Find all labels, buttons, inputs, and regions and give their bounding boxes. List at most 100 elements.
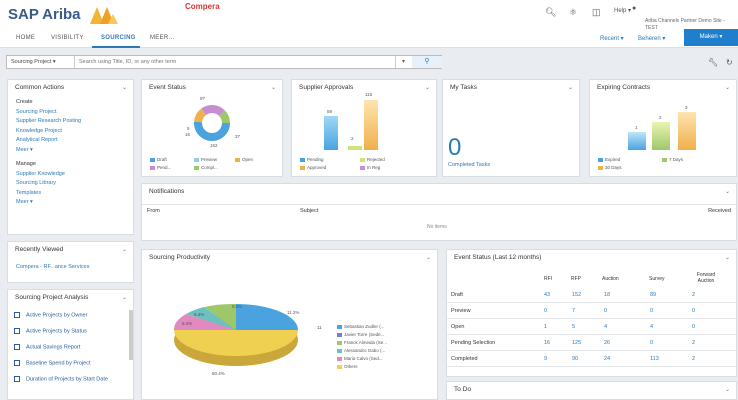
search-options-dropdown[interactable]: ▾ bbox=[395, 56, 411, 68]
analysis-item[interactable]: Active Projects by Owner bbox=[14, 312, 87, 318]
link-manage-more[interactable]: Meer ▾ bbox=[16, 199, 33, 205]
search-button[interactable]: ⚲ bbox=[412, 56, 442, 68]
clipboard-icon[interactable]: ◫ bbox=[592, 7, 601, 17]
recently-viewed-title: Recently Viewed bbox=[15, 246, 64, 253]
link-sourcing-library[interactable]: Sourcing Library bbox=[16, 180, 57, 186]
chevron-down-icon[interactable]: ⌄ bbox=[567, 85, 573, 91]
legend-pending: Pending bbox=[300, 157, 324, 162]
chevron-down-icon[interactable]: ⌄ bbox=[121, 247, 127, 253]
analysis-item[interactable]: Baseline Spend by Project bbox=[14, 360, 91, 366]
link-supplier-research-posting[interactable]: Supplier Research Posting bbox=[16, 118, 82, 124]
link-templates[interactable]: Templates bbox=[16, 189, 42, 196]
legend-7-days: 7 Days bbox=[662, 157, 683, 162]
bar-value-rejected: 2 bbox=[351, 136, 354, 141]
ariba-logo-mark-icon bbox=[90, 7, 118, 24]
legend-item: Franck Almeida (Se... bbox=[337, 340, 387, 345]
search-scope-select[interactable]: Sourcing Project ▾ bbox=[7, 56, 75, 68]
bar-value-approved: 115 bbox=[365, 92, 373, 97]
tab-visibility[interactable]: VISIBILITY bbox=[51, 35, 84, 41]
link-supplier-knowledge[interactable]: Supplier Knowledge bbox=[16, 170, 65, 177]
pie-label-4: 11.2% bbox=[287, 310, 300, 315]
chevron-down-icon[interactable]: ⌄ bbox=[424, 85, 430, 91]
col-rfi: RFI bbox=[544, 276, 553, 282]
create-label: Create bbox=[16, 99, 33, 105]
main-nav: HOME VISIBILITY SOURCING MEER... Recent … bbox=[0, 30, 738, 48]
help-menu[interactable]: Help ▾ bbox=[614, 8, 632, 14]
create-button[interactable]: Maken ▾ bbox=[684, 29, 738, 46]
todo-panel: To Do ⌄ bbox=[446, 381, 737, 400]
link-sourcing-project[interactable]: Sourcing Project bbox=[16, 108, 57, 115]
expiring-contracts-title: Expiring Contracts bbox=[597, 84, 651, 91]
wrench-icon[interactable]: 🔧︎ bbox=[708, 58, 719, 67]
bar-pending bbox=[324, 116, 338, 150]
bar-value-7-days: 2 bbox=[659, 115, 662, 120]
search-input[interactable]: Search using Title, ID, or any other ter… bbox=[79, 59, 177, 65]
legend-item: Sebastian Zudler (... bbox=[337, 324, 385, 329]
productivity-title: Sourcing Productivity bbox=[149, 254, 211, 261]
pie-slice-sebastian bbox=[236, 304, 298, 330]
tasks-count[interactable]: 0 bbox=[448, 134, 462, 161]
user-icon[interactable]: ● bbox=[632, 5, 637, 12]
tab-sourcing[interactable]: SOURCING bbox=[101, 35, 136, 41]
sap-ariba-logo: SAP Ariba bbox=[8, 6, 81, 23]
event-status-12m-title: Event Status (Last 12 months) bbox=[454, 254, 542, 261]
notifications-icon[interactable]: ⚛ bbox=[569, 7, 578, 17]
analysis-item[interactable]: Active Projects by Status bbox=[14, 328, 87, 334]
pie-slice-others bbox=[174, 330, 298, 356]
table-row: Open 1 5 4 4 0 bbox=[446, 320, 736, 335]
company-name: Compera bbox=[185, 2, 220, 11]
chevron-down-icon[interactable]: ⌄ bbox=[724, 189, 730, 195]
pie-label-2: 5.4% bbox=[194, 312, 205, 317]
analysis-title: Sourcing Project Analysis bbox=[15, 294, 89, 301]
table-row: Draft 43 152 18 89 2 bbox=[446, 288, 736, 303]
donut-value-top: 97 bbox=[200, 96, 206, 101]
chevron-down-icon[interactable]: ⌄ bbox=[724, 85, 730, 91]
legend-item: Maria Calvo (Sed... bbox=[337, 356, 383, 361]
col-subject[interactable]: Subject bbox=[300, 208, 319, 214]
tab-home[interactable]: HOME bbox=[16, 35, 36, 41]
chevron-down-icon[interactable]: ⌄ bbox=[724, 387, 730, 393]
recent-item[interactable]: Compera - RF...ance Services bbox=[16, 264, 90, 270]
chevron-down-icon[interactable]: ⌄ bbox=[270, 85, 276, 91]
manage-menu[interactable]: Beheren ▾ bbox=[638, 36, 666, 42]
pie-label-3: 5.4% bbox=[182, 321, 193, 326]
analysis-item[interactable]: Duration of Projects by Start Date bbox=[14, 376, 108, 382]
col-rfp: RFP bbox=[571, 276, 581, 282]
legend-completed: Compl... bbox=[194, 165, 218, 170]
tab-more[interactable]: MEER... bbox=[150, 35, 175, 41]
chevron-down-icon[interactable]: ⌄ bbox=[724, 255, 730, 261]
link-analytical-report[interactable]: Analytical Report bbox=[16, 137, 58, 143]
analysis-item[interactable]: Actual Savings Report bbox=[14, 344, 80, 350]
pie-slice-franck bbox=[204, 303, 236, 330]
common-actions-list: Create Sourcing Project Supplier Researc… bbox=[8, 98, 81, 208]
chevron-down-icon[interactable]: ⌄ bbox=[425, 255, 431, 261]
chevron-down-icon[interactable]: ⌄ bbox=[121, 85, 127, 91]
report-icon bbox=[14, 360, 20, 366]
col-from[interactable]: From bbox=[147, 208, 160, 214]
account-site: Ariba Channels Partner Demo Site - TEST bbox=[645, 18, 725, 31]
refresh-icon[interactable]: ↻ bbox=[726, 58, 733, 67]
col-received[interactable]: Received bbox=[708, 208, 731, 214]
search-icon[interactable]: 🔍︎ bbox=[545, 7, 557, 17]
search-bar: Sourcing Project ▾ Search using Title, I… bbox=[6, 55, 442, 69]
common-actions-panel: Common Actions ⌄ Create Sourcing Project… bbox=[7, 79, 134, 235]
legend-open: Open bbox=[235, 157, 253, 162]
pie-slice-alessandro bbox=[186, 307, 236, 330]
completed-tasks-label[interactable]: Completed Tasks bbox=[448, 162, 491, 168]
link-create-more[interactable]: Meer ▾ bbox=[16, 146, 33, 153]
legend-item: Javier Torre (Sede... bbox=[337, 332, 384, 337]
col-forward-auction: Forward Auction bbox=[696, 272, 716, 284]
pie-label-5: 60.4% bbox=[212, 371, 225, 376]
link-knowledge-project[interactable]: Knowledge Project bbox=[16, 127, 62, 134]
donut-segment-pending bbox=[194, 105, 230, 141]
legend-rejected: Rejected bbox=[360, 157, 385, 162]
bar-rejected bbox=[348, 146, 362, 150]
legend-approved: Approved bbox=[300, 165, 326, 170]
scrollbar[interactable] bbox=[129, 310, 133, 360]
bar-value-pending: 59 bbox=[327, 109, 333, 114]
recent-menu[interactable]: Recent ▾ bbox=[600, 36, 624, 42]
donut-value-right: 37 bbox=[235, 134, 241, 139]
chevron-down-icon[interactable]: ⌄ bbox=[121, 295, 127, 301]
table-row: Completed 9 90 24 113 2 bbox=[446, 352, 736, 367]
report-icon bbox=[14, 376, 20, 382]
